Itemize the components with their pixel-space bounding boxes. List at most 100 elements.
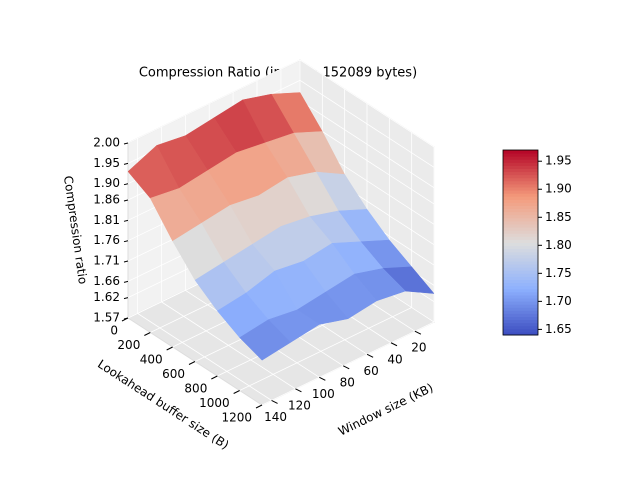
- colorbar-tick-label: 1.70: [545, 294, 572, 308]
- colorbar-segment: [503, 310, 538, 314]
- x-tick: [390, 342, 398, 347]
- colorbar-segment: [503, 153, 538, 157]
- colorbar-segment: [503, 187, 538, 191]
- z-tick-label: 1.86: [93, 192, 120, 206]
- z-tick-label: 1.95: [93, 156, 120, 170]
- colorbar-segment: [503, 227, 538, 231]
- y-tick: [121, 317, 129, 322]
- x-tick-label: 60: [363, 364, 378, 378]
- y-tick: [233, 390, 240, 394]
- colorbar-segment: [503, 236, 538, 240]
- z-axis-label: Compression ratio: [61, 175, 90, 285]
- colorbar-segment: [503, 298, 538, 302]
- colorbar-segment: [503, 162, 538, 166]
- colorbar-segment: [503, 214, 538, 219]
- colorbar-segment: [503, 220, 538, 225]
- colorbar-segment: [503, 233, 538, 237]
- y-tick: [166, 346, 173, 351]
- colorbar-segment: [503, 261, 538, 265]
- x-tick: [342, 365, 350, 370]
- colorbar-segment: [503, 245, 538, 250]
- colorbar-segment: [503, 328, 538, 333]
- colorbar-segment: [503, 257, 538, 262]
- colorbar-segment: [503, 316, 538, 321]
- colorbar-segment: [503, 331, 538, 336]
- x-tick-label: 120: [288, 398, 311, 412]
- x-tick-label: 140: [264, 410, 287, 424]
- z-tick-label: 1.76: [93, 233, 120, 247]
- colorbar-segment: [503, 230, 538, 234]
- z-tick-label: 1.71: [93, 254, 120, 268]
- y-tick: [144, 332, 151, 336]
- colorbar-segment: [503, 205, 538, 210]
- z-tick: [123, 240, 129, 243]
- y-tick-label: 1000: [199, 396, 230, 410]
- z-tick-label: 1.66: [93, 274, 120, 288]
- z-tick-label: 1.62: [93, 290, 120, 304]
- z-tick-label: 1.57: [93, 311, 120, 325]
- x-tick-label: 100: [312, 387, 335, 401]
- x-tick: [271, 399, 278, 404]
- colorbar-segment: [503, 168, 538, 173]
- z-tick-label: 1.81: [93, 213, 120, 227]
- colorbar-segment: [503, 183, 538, 188]
- colorbar-segment: [503, 267, 538, 271]
- colorbar-tick-label: 1.75: [545, 266, 572, 280]
- colorbar-segment: [503, 313, 538, 317]
- colorbar-frame: [502, 149, 539, 336]
- x-tick: [295, 388, 302, 393]
- colorbar-segment: [503, 196, 538, 200]
- colorbar-segment: [503, 291, 538, 296]
- colorbar-segment: [503, 325, 538, 330]
- colorbar-segment: [503, 264, 538, 268]
- colorbar-segment: [503, 251, 538, 256]
- colorbar-segment: [503, 322, 538, 327]
- y-tick-label: 800: [184, 382, 207, 396]
- z-tick-label: 2.00: [93, 136, 120, 150]
- colorbar-segment: [503, 217, 538, 222]
- colorbar-segment: [503, 193, 538, 197]
- colorbar-segment: [503, 301, 538, 305]
- colorbar-segment: [503, 304, 538, 308]
- colorbar-segment: [503, 248, 538, 253]
- colorbar-tick-label: 1.95: [545, 154, 572, 168]
- colorbar-segment: [503, 270, 538, 274]
- y-tick: [211, 375, 218, 380]
- colorbar-tick-label: 1.80: [545, 238, 572, 252]
- z-tick: [123, 280, 129, 283]
- surface-patch: [239, 319, 292, 361]
- colorbar-segment: [503, 319, 538, 324]
- colorbar-segment: [503, 156, 538, 160]
- y-tick-label: 600: [162, 367, 185, 381]
- colorbar-segment: [503, 307, 538, 311]
- colorbar-segment: [503, 199, 538, 203]
- colorbar-segment: [503, 190, 538, 194]
- y-tick-label: 200: [117, 338, 140, 352]
- x-tick: [414, 330, 422, 335]
- colorbar-segment: [503, 276, 538, 280]
- colorbar-segment: [503, 294, 538, 299]
- colorbar-segment: [503, 239, 538, 243]
- colorbar-segment: [503, 279, 538, 284]
- colorbar-tick-label: 1.65: [545, 322, 572, 336]
- colorbar-segment: [503, 254, 538, 259]
- colorbar-segment: [503, 202, 538, 206]
- x-tick-label: 20: [411, 341, 426, 355]
- x-tick: [319, 376, 326, 381]
- colorbar-segment: [503, 211, 538, 216]
- colorbar-segment: [503, 224, 538, 228]
- colorbar-segment: [503, 242, 538, 247]
- colorbar-segment: [503, 177, 538, 182]
- y-tick-label: 0: [110, 324, 118, 338]
- colorbar-segment: [503, 159, 538, 163]
- x-tick-label: 40: [387, 352, 402, 366]
- colorbar-segment: [503, 171, 538, 176]
- z-tick: [123, 162, 129, 165]
- x-tick: [366, 353, 374, 358]
- colorbar-segment: [503, 174, 538, 179]
- grid-line: [137, 138, 272, 401]
- z-tick: [123, 219, 129, 222]
- z-tick: [123, 199, 129, 202]
- y-tick: [255, 404, 263, 409]
